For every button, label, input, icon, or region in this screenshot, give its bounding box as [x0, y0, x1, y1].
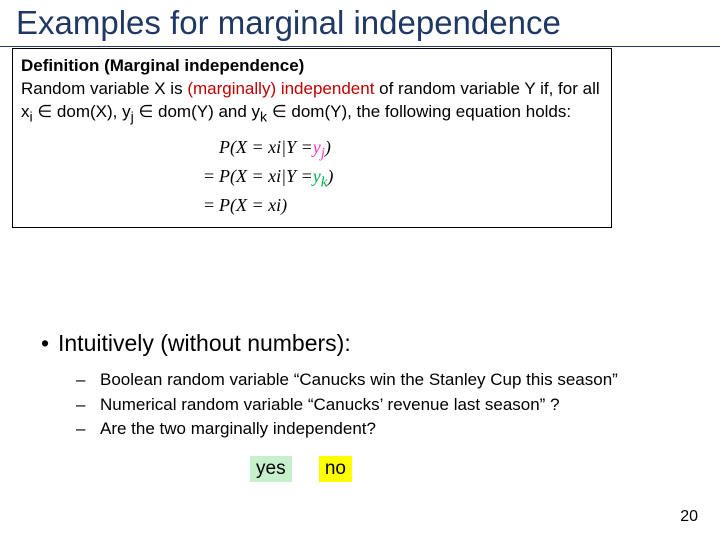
- def-domX: ∈ dom(X), y: [33, 102, 131, 121]
- sub-3: – Are the two marginally independent?: [76, 417, 720, 442]
- def-line1-pre: Random variable X is: [21, 79, 187, 98]
- eq1-close: ): [325, 135, 331, 159]
- bullet-dot-icon: •: [32, 330, 58, 358]
- def-domY2: ∈ dom(Y), the following equation holds:: [267, 102, 571, 121]
- def-domY1: ∈ dom(Y) and y: [134, 102, 260, 121]
- dash-icon: –: [76, 368, 100, 393]
- definition-box: Definition (Marginal independence) Rando…: [12, 48, 612, 228]
- answer-options: yes no: [250, 456, 352, 482]
- eq3-body: P(X = xi): [219, 193, 287, 217]
- eq1-yj: yj: [313, 135, 325, 164]
- equation-block: P(X = xi|Y = yj) = P(X = xi|Y = yk) = P(…: [181, 135, 603, 217]
- equation-row-2: = P(X = xi|Y = yk): [181, 164, 603, 193]
- eq2-eq: =: [181, 164, 219, 188]
- eq1-lhs: P(X = xi|Y =: [219, 135, 313, 159]
- slide: Examples for marginal independence Defin…: [0, 0, 720, 540]
- eq2-close: ): [327, 164, 333, 188]
- eq1-yj-y: y: [313, 137, 321, 157]
- page-number: 20: [680, 508, 698, 526]
- dash-icon: –: [76, 417, 100, 442]
- eq2-yk-y: y: [313, 166, 321, 186]
- eq2-body: P(X = xi|Y =: [219, 164, 313, 188]
- equation-row-1: P(X = xi|Y = yj): [181, 135, 603, 164]
- bullet-1-text: Intuitively (without numbers):: [58, 330, 351, 357]
- dash-icon: –: [76, 393, 100, 418]
- bullet-1: • Intuitively (without numbers):: [32, 330, 710, 358]
- answer-no[interactable]: no: [319, 456, 352, 482]
- sub-bullet-list: – Boolean random variable “Canucks win t…: [76, 368, 720, 442]
- def-red-phrase: (marginally) independent: [187, 79, 374, 98]
- answer-yes[interactable]: yes: [250, 456, 292, 482]
- sub-1-text: Boolean random variable “Canucks win the…: [100, 368, 618, 393]
- body-bullet-list: • Intuitively (without numbers):: [32, 330, 710, 364]
- slide-title: Examples for marginal independence: [16, 4, 710, 42]
- eq2-yk: yk: [313, 164, 328, 193]
- definition-body: Random variable X is (marginally) indepe…: [21, 78, 603, 127]
- title-underline: [0, 46, 720, 47]
- sub-2: – Numerical random variable “Canucks’ re…: [76, 393, 720, 418]
- sub-3-text: Are the two marginally independent?: [100, 417, 376, 442]
- sub-2-text: Numerical random variable “Canucks’ reve…: [100, 393, 560, 418]
- eq3-eq: =: [181, 193, 219, 217]
- equation-row-3: = P(X = xi): [181, 193, 603, 217]
- sub-1: – Boolean random variable “Canucks win t…: [76, 368, 720, 393]
- definition-heading: Definition (Marginal independence): [21, 55, 603, 78]
